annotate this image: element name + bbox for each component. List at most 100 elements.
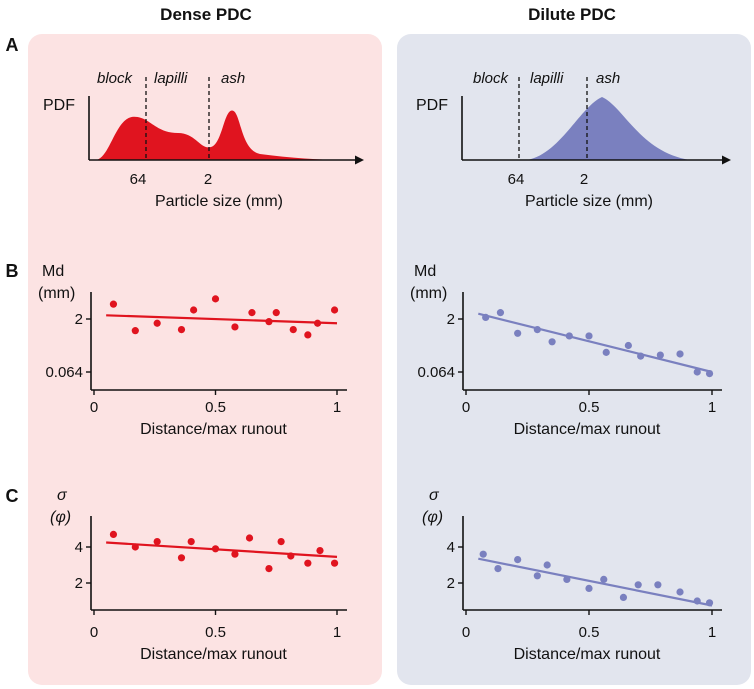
sigma-dilute-point-11 <box>654 581 662 589</box>
dense-pdf-xlabel: Particle size (mm) <box>155 193 283 210</box>
sigma-dense-point-5 <box>187 538 195 546</box>
sigma-dilute-point-12 <box>676 588 684 596</box>
md-dilute-trend-line <box>478 312 713 374</box>
md-dense-ytick-label-1: 0.064 <box>45 364 83 381</box>
md-dense-trend-line <box>106 314 338 325</box>
sigma-dense-point-11 <box>287 552 295 560</box>
sigma-dilute-xtick-label-0: 0 <box>462 624 470 641</box>
md-dense-point-1 <box>109 300 118 308</box>
sigma-dilute-point-8 <box>600 575 608 584</box>
md-dense-ytick-label-0: 2 <box>75 311 83 328</box>
sigma-dense-point-8 <box>245 534 254 542</box>
dilute-pdf-xtick-64: 64 <box>508 171 525 188</box>
sigma-dense-point-6 <box>211 545 220 553</box>
dilute-pdf-ylabel: PDF <box>416 97 448 114</box>
dilute-pdf-area <box>527 97 690 160</box>
sigma-dense-point-10 <box>277 538 285 546</box>
dilute-column-title: Dilute PDC <box>528 5 616 24</box>
sigma-dense-point-14 <box>330 559 339 567</box>
md-dense-point-7 <box>231 323 239 331</box>
sigma-dense-xlabel: Distance/max runout <box>140 646 287 663</box>
dense-pdf-area <box>95 110 345 160</box>
sigma-dense-ylabel-line1: σ <box>57 487 68 504</box>
sigma-dilute-point-9 <box>619 593 628 602</box>
md-dilute-point-3 <box>514 329 522 337</box>
dilute-pdf-x-arrow <box>722 155 731 165</box>
md-dense-point-9 <box>265 318 273 326</box>
md-dense-point-12 <box>304 331 312 339</box>
dense-column-title: Dense PDC <box>160 5 252 24</box>
sigma-dense-xtick-label-2: 1 <box>333 624 341 641</box>
md-dense-xtick-label-0: 0 <box>90 399 98 416</box>
sigma-dilute-point-5 <box>543 561 551 569</box>
sigma-dense-point-12 <box>304 559 312 567</box>
row-label-c: C <box>6 486 19 506</box>
md-dense-ylabel-line1: Md <box>42 263 64 280</box>
md-dilute-point-1 <box>482 313 490 322</box>
md-dense-point-14 <box>330 306 339 314</box>
md-dilute-point-8 <box>602 348 610 356</box>
sigma-dilute-point-6 <box>563 575 571 584</box>
dense-panel-background <box>28 34 382 685</box>
dense-region-lapilli: lapilli <box>154 70 188 87</box>
sigma-dilute-ylabel-line1: σ <box>429 487 440 504</box>
sigma-dilute-point-3 <box>514 556 522 564</box>
md-dilute-ytick-label-1: 0.064 <box>417 364 455 381</box>
sigma-dense-trend-line <box>106 541 338 558</box>
md-dense-point-11 <box>289 326 297 334</box>
sigma-dense-point-7 <box>231 550 239 558</box>
md-dilute-point-14 <box>705 369 714 378</box>
md-dilute-xtick-label-1: 0.5 <box>579 399 600 416</box>
sigma-dense-point-4 <box>177 554 186 562</box>
dilute-region-lapilli: lapilli <box>530 70 564 87</box>
md-dense-point-4 <box>177 326 186 334</box>
dense-pdf-ylabel: PDF <box>43 97 75 114</box>
md-dense-xtick-label-2: 1 <box>333 399 341 416</box>
md-dense-point-5 <box>190 306 198 314</box>
md-dilute-ylabel-line1: Md <box>414 263 436 280</box>
row-label-b: B <box>6 261 19 281</box>
md-dense-point-6 <box>211 295 220 303</box>
md-dilute-xlabel: Distance/max runout <box>514 421 661 438</box>
dense-region-block: block <box>97 70 134 87</box>
dense-pdf-xtick-2: 2 <box>204 171 212 188</box>
md-dense-point-3 <box>153 319 161 327</box>
md-dense-point-8 <box>248 309 256 317</box>
sigma-dilute-point-10 <box>634 581 642 589</box>
md-dense-xtick-label-1: 0.5 <box>205 399 226 416</box>
sigma-dense-point-9 <box>265 565 273 573</box>
row-label-a: A <box>6 35 19 55</box>
md-dilute-point-2 <box>496 309 505 317</box>
sigma-dilute-point-14 <box>705 599 714 607</box>
sigma-dense-ylabel-line2: (φ) <box>50 509 71 526</box>
md-dilute-xtick-label-2: 1 <box>708 399 716 416</box>
sigma-dilute-point-2 <box>494 565 502 573</box>
sigma-dense-point-1 <box>109 530 118 539</box>
dilute-region-ash: ash <box>596 70 620 87</box>
sigma-dilute-xlabel: Distance/max runout <box>514 646 661 663</box>
sigma-dilute-xtick-label-1: 0.5 <box>579 624 600 641</box>
sigma-dilute-trend-line <box>478 557 713 607</box>
dense-pdf-x-arrow <box>355 155 364 165</box>
md-dilute-point-10 <box>637 352 645 360</box>
sigma-dense-xtick-label-1: 0.5 <box>205 624 226 641</box>
sigma-dilute-ytick-label-1: 2 <box>447 575 455 592</box>
md-dilute-point-6 <box>565 332 573 340</box>
md-dilute-point-13 <box>693 368 701 376</box>
dilute-panel-background <box>397 34 751 685</box>
md-dilute-ytick-label-0: 2 <box>447 311 455 328</box>
sigma-dilute-point-13 <box>693 597 701 605</box>
sigma-dilute-point-1 <box>479 550 487 558</box>
plots: block lapilli ash PDF 64 2 Particle size (mm) b… <box>38 70 731 663</box>
md-dilute-ylabel-line2: (mm) <box>410 285 447 302</box>
sigma-dilute-ytick-label-0: 4 <box>447 539 455 556</box>
md-dense-xlabel: Distance/max runout <box>140 421 287 438</box>
md-dense-point-13 <box>313 319 322 327</box>
md-dilute-point-7 <box>585 332 593 340</box>
sigma-dense-ytick-label-1: 2 <box>75 575 83 592</box>
sigma-dense-point-2 <box>131 543 139 551</box>
dense-region-ash: ash <box>221 70 245 87</box>
sigma-dilute-xtick-label-2: 1 <box>708 624 716 641</box>
dilute-pdf-xlabel: Particle size (mm) <box>525 193 653 210</box>
